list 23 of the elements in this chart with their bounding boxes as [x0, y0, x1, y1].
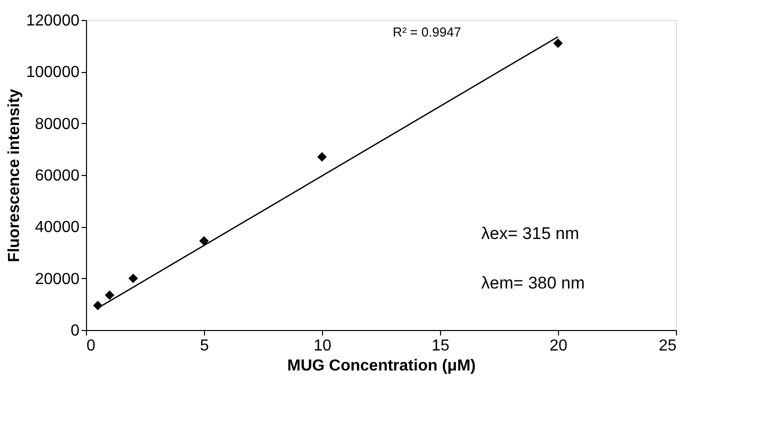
annotation: λem= 380 nm: [481, 274, 585, 292]
annotation: λex= 315 nm: [481, 224, 580, 243]
point: [553, 38, 563, 48]
x-tick-label: 0: [86, 338, 96, 354]
y-tick-label: 20000: [35, 270, 80, 288]
point: [128, 274, 138, 284]
y-tick-label: 40000: [35, 219, 80, 236]
x-tick-label: 10: [314, 338, 332, 354]
y-tick-label: 80000: [35, 116, 80, 133]
annotation: R² = 0.9947: [392, 24, 462, 40]
x-tick-label: 20: [550, 338, 568, 354]
y-tick-label: 60000: [35, 168, 80, 184]
point: [317, 152, 327, 162]
y-tick-label: 100000: [26, 64, 80, 82]
y-tick-label: 120000: [26, 12, 80, 30]
x-tick-label: 25: [658, 338, 677, 354]
x-tick-label: 15: [432, 338, 450, 354]
x-axis-title: MUG Concentration (μM): [287, 358, 476, 374]
point: [104, 290, 114, 300]
x-tick-label: 5: [200, 338, 210, 354]
y-tick-label: 0: [70, 322, 80, 340]
y-axis-title: Fluorescence intensity: [6, 88, 24, 262]
point: [199, 236, 209, 246]
